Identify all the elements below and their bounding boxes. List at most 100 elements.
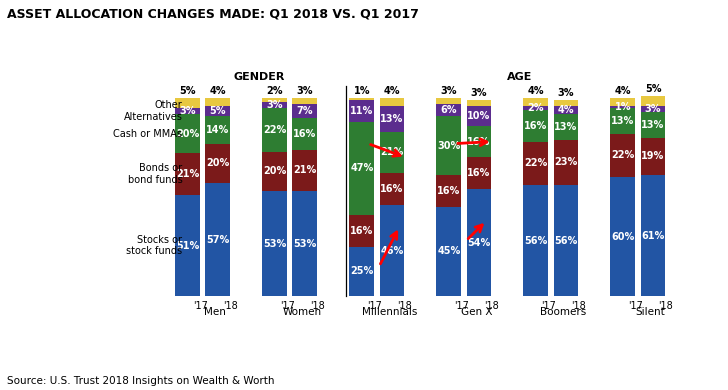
Text: 53%: 53% <box>263 239 286 248</box>
Bar <box>610 177 636 296</box>
Text: Women: Women <box>282 307 322 317</box>
Text: Source: U.S. Trust 2018 Insights on Wealth & Worth: Source: U.S. Trust 2018 Insights on Weal… <box>7 376 274 386</box>
Text: 16%: 16% <box>350 226 373 236</box>
Text: Millennials: Millennials <box>362 307 417 317</box>
Text: Men: Men <box>205 307 226 317</box>
Bar <box>293 98 317 104</box>
Text: 13%: 13% <box>380 114 403 124</box>
Text: 21%: 21% <box>176 169 199 179</box>
Text: 3%: 3% <box>645 104 661 114</box>
Bar <box>262 102 287 108</box>
Text: 56%: 56% <box>555 236 577 246</box>
Text: 22%: 22% <box>263 125 286 135</box>
Bar <box>293 191 317 296</box>
Bar <box>175 114 200 154</box>
Bar <box>349 100 374 122</box>
Text: 23%: 23% <box>555 158 577 167</box>
Bar <box>641 175 665 296</box>
Text: 54%: 54% <box>467 238 491 248</box>
Text: '18: '18 <box>571 301 586 311</box>
Text: 13%: 13% <box>612 116 635 126</box>
Bar <box>467 158 491 189</box>
Text: 25%: 25% <box>350 266 373 276</box>
Text: 2%: 2% <box>528 103 544 113</box>
Text: Bonds or
bond funds: Bonds or bond funds <box>127 163 183 185</box>
Bar <box>553 114 579 140</box>
Text: '18: '18 <box>397 301 412 311</box>
Bar <box>610 108 636 134</box>
Text: '17: '17 <box>628 301 643 311</box>
Text: 4%: 4% <box>210 87 226 96</box>
Bar <box>523 142 548 185</box>
Text: 16%: 16% <box>467 168 491 178</box>
Text: 1%: 1% <box>354 87 370 96</box>
Bar <box>436 175 462 207</box>
Bar <box>379 106 404 132</box>
Text: 3%: 3% <box>297 87 313 96</box>
Bar <box>436 98 462 104</box>
Text: 45%: 45% <box>438 246 460 257</box>
Text: 16%: 16% <box>467 136 491 147</box>
Bar <box>205 183 230 296</box>
Bar <box>293 149 317 191</box>
Bar <box>467 106 491 126</box>
Text: '17: '17 <box>193 301 207 311</box>
Bar <box>436 207 462 296</box>
Bar <box>436 104 462 116</box>
Bar <box>262 108 287 151</box>
Text: 3%: 3% <box>471 89 487 98</box>
Bar <box>553 185 579 296</box>
Bar <box>523 106 548 110</box>
Bar <box>641 138 665 175</box>
Bar <box>467 100 491 106</box>
Bar <box>379 205 404 296</box>
Text: 16%: 16% <box>380 184 403 194</box>
Bar <box>349 122 374 215</box>
Text: 47%: 47% <box>350 163 373 173</box>
Bar <box>349 98 374 100</box>
Text: 16%: 16% <box>524 121 547 131</box>
Text: 53%: 53% <box>293 239 317 248</box>
Text: 5%: 5% <box>210 106 226 116</box>
Text: 21%: 21% <box>293 165 317 176</box>
Bar <box>641 106 665 112</box>
Bar <box>175 154 200 195</box>
Text: 11%: 11% <box>350 106 373 116</box>
Text: '18: '18 <box>484 301 499 311</box>
Text: 1%: 1% <box>614 102 631 112</box>
Bar <box>175 195 200 296</box>
Text: 7%: 7% <box>297 106 313 116</box>
Bar <box>467 126 491 158</box>
Text: Gen X: Gen X <box>461 307 492 317</box>
Bar <box>553 140 579 185</box>
Bar <box>641 96 665 106</box>
Text: Stocks or
stock funds: Stocks or stock funds <box>126 235 183 256</box>
Bar <box>610 134 636 177</box>
Text: '17: '17 <box>541 301 555 311</box>
Text: 19%: 19% <box>641 151 665 161</box>
Text: 30%: 30% <box>438 140 460 151</box>
Text: 16%: 16% <box>293 129 317 139</box>
Bar <box>205 144 230 183</box>
Text: 20%: 20% <box>176 129 199 139</box>
Bar <box>523 98 548 106</box>
Text: 3%: 3% <box>440 87 457 96</box>
Text: 60%: 60% <box>612 232 635 242</box>
Text: 4%: 4% <box>528 87 544 96</box>
Text: 13%: 13% <box>555 122 577 132</box>
Bar <box>293 118 317 149</box>
Bar <box>205 98 230 106</box>
Text: Cash or MMAs: Cash or MMAs <box>114 129 183 139</box>
Text: 57%: 57% <box>206 235 229 245</box>
Text: 16%: 16% <box>438 186 460 196</box>
Text: 13%: 13% <box>641 120 665 130</box>
Bar <box>523 110 548 142</box>
Text: Boomers: Boomers <box>540 307 587 317</box>
Bar <box>436 116 462 175</box>
Bar <box>379 98 404 106</box>
Text: 14%: 14% <box>206 125 229 135</box>
Bar <box>262 151 287 191</box>
Text: 5%: 5% <box>179 87 196 96</box>
Bar <box>553 106 579 114</box>
Text: '18: '18 <box>658 301 673 311</box>
